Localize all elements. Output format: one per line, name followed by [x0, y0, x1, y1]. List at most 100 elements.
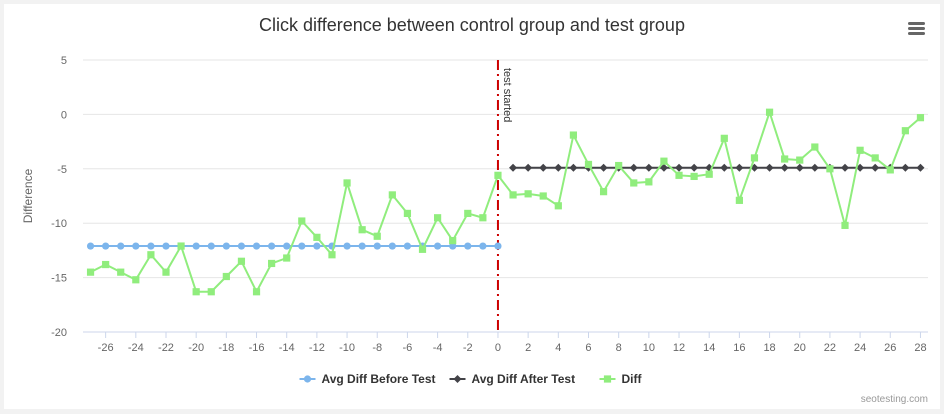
series-avg-diff-before-test	[86, 242, 502, 250]
data-point-diff	[283, 254, 291, 262]
data-point-diff	[388, 191, 396, 199]
series-diff	[86, 108, 925, 296]
data-point-diff	[343, 179, 351, 187]
x-tick-label: -22	[158, 342, 174, 354]
data-point-avg-diff-before-test	[192, 242, 200, 250]
y-tick-label: 0	[61, 109, 67, 121]
legend-symbol	[303, 375, 312, 383]
data-point-diff	[735, 196, 743, 204]
x-tick-label: -12	[309, 342, 325, 354]
data-point-diff	[162, 268, 170, 276]
test-started-label: test started	[501, 68, 513, 122]
x-tick-label: 24	[854, 342, 866, 354]
data-point-avg-diff-before-test	[252, 242, 261, 250]
x-tick-label: -14	[279, 342, 295, 354]
hamburger-menu-icon[interactable]	[906, 18, 928, 38]
data-point-diff	[237, 257, 246, 265]
x-tick-label: 18	[763, 342, 775, 354]
data-point-diff	[660, 157, 668, 165]
data-point-avg-diff-before-test	[147, 242, 155, 250]
x-tick-label: 26	[884, 342, 896, 354]
data-point-diff	[796, 156, 804, 164]
x-tick-label: 10	[643, 342, 655, 354]
line-chart: Click difference between control group a…	[21, 15, 928, 405]
data-point-diff	[750, 154, 759, 162]
data-point-avg-diff-before-test	[298, 242, 306, 250]
data-point-diff	[192, 288, 200, 296]
x-tick-label: 8	[616, 342, 622, 354]
data-point-avg-diff-before-test	[449, 242, 457, 250]
x-tick-label: -8	[372, 342, 382, 354]
y-axis-label: Difference	[21, 168, 35, 223]
series-group	[86, 108, 925, 296]
chart-container: Click difference between control group a…	[4, 4, 940, 409]
x-tick-label: 22	[824, 342, 836, 354]
data-point-avg-diff-before-test	[313, 242, 321, 250]
test-started-annotation: test started	[496, 60, 513, 332]
data-point-avg-diff-before-test	[479, 242, 487, 250]
legend-label: Diff	[622, 372, 643, 386]
x-axis: -26 -24 -22 -20 -18 -16 -14 -12 -10 -8 -6 -4 -2 0 2 4 6 8…	[83, 331, 928, 354]
data-point-avg-diff-before-test	[162, 242, 170, 250]
x-tick-label: 28	[914, 342, 926, 354]
data-point-avg-diff-before-test	[222, 242, 230, 250]
data-point-diff	[765, 108, 774, 116]
data-point-avg-diff-after-test	[509, 163, 518, 172]
legend-item-avg-diff-before-test[interactable]: Avg Diff Before Test	[299, 372, 436, 386]
x-tick-label: 16	[733, 342, 745, 354]
data-point-avg-diff-before-test	[207, 242, 215, 250]
data-point-avg-diff-after-test	[539, 163, 548, 172]
data-point-avg-diff-after-test	[629, 163, 638, 172]
data-point-diff	[539, 192, 547, 200]
data-point-avg-diff-after-test	[856, 163, 865, 172]
data-point-diff	[132, 276, 140, 284]
x-tick-label: -26	[98, 342, 114, 354]
legend[interactable]: Avg Diff Before Test Avg Diff After Test D…	[299, 372, 643, 386]
data-point-diff	[554, 202, 562, 210]
x-tick-label: 4	[555, 342, 561, 354]
data-point-diff	[886, 166, 894, 174]
data-point-diff	[328, 251, 336, 259]
data-point-avg-diff-before-test	[373, 242, 381, 250]
data-point-diff	[268, 259, 276, 268]
data-point-diff	[781, 155, 789, 163]
data-point-diff	[358, 226, 366, 234]
data-point-diff	[615, 161, 623, 170]
data-point-avg-diff-before-test	[86, 242, 95, 250]
credit-link[interactable]: seotesting.com	[861, 394, 928, 405]
data-point-diff	[403, 209, 412, 218]
data-point-avg-diff-after-test	[524, 163, 533, 172]
data-point-diff	[826, 165, 834, 173]
series-line-diff	[90, 109, 922, 294]
data-point-avg-diff-before-test	[433, 242, 442, 250]
x-tick-label: 12	[673, 342, 685, 354]
legend-symbol	[603, 375, 612, 383]
data-point-diff	[464, 209, 472, 218]
data-point-diff	[916, 114, 925, 122]
y-tick-label: -5	[57, 164, 67, 176]
data-point-avg-diff-after-test	[644, 163, 653, 172]
legend-item-avg-diff-after-test[interactable]: Avg Diff After Test	[449, 372, 576, 386]
data-point-diff	[509, 191, 517, 199]
data-point-diff	[433, 214, 442, 222]
y-tick-label: -10	[51, 218, 67, 230]
data-point-avg-diff-before-test	[343, 242, 351, 250]
data-point-diff	[856, 146, 864, 154]
data-point-diff	[645, 178, 653, 186]
data-point-avg-diff-after-test	[675, 163, 684, 172]
x-tick-label: -16	[249, 342, 265, 354]
data-point-diff	[569, 131, 578, 139]
data-point-avg-diff-before-test	[494, 242, 502, 250]
data-point-avg-diff-after-test	[810, 163, 819, 172]
data-point-diff	[584, 160, 593, 169]
data-point-avg-diff-before-test	[403, 242, 412, 250]
data-point-avg-diff-before-test	[102, 242, 110, 250]
x-tick-label: 6	[585, 342, 591, 354]
data-point-diff	[901, 127, 909, 135]
data-point-diff	[479, 214, 487, 222]
data-point-diff	[630, 179, 638, 187]
legend-item-diff[interactable]: Diff	[599, 372, 643, 386]
data-point-avg-diff-after-test	[690, 163, 699, 172]
data-point-diff	[675, 171, 683, 179]
data-point-avg-diff-before-test	[283, 242, 291, 250]
